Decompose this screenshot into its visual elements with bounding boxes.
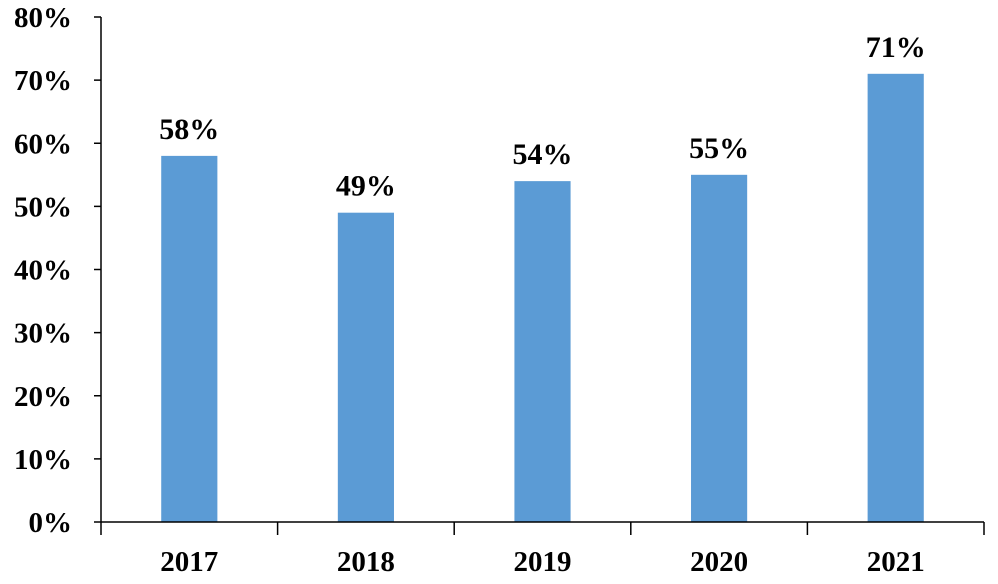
y-tick-label-0: 0% (29, 507, 73, 539)
bar-2017 (161, 155, 218, 523)
y-tick-label-10: 10% (14, 444, 72, 476)
x-tick-label-2019: 2019 (514, 546, 572, 578)
data-label-2017: 58% (159, 113, 219, 146)
bar-2020 (691, 174, 748, 522)
data-label-2019: 54% (513, 138, 573, 171)
x-tick-label-2018: 2018 (337, 546, 395, 578)
y-tick-label-60: 60% (14, 128, 72, 160)
y-tick-label-40: 40% (14, 255, 72, 287)
data-label-2018: 49% (336, 170, 396, 203)
data-label-2021: 71% (866, 31, 926, 64)
bars-layer (161, 73, 924, 523)
x-tick-label-2017: 2017 (160, 546, 218, 578)
labels-layer: 58% 2017 49% 2018 54% 2019 55% 2020 71% 2021 0% 10%… (14, 2, 926, 578)
y-tick-label-30: 30% (14, 318, 72, 350)
x-tick-label-2020: 2020 (690, 546, 748, 578)
y-tick-label-50: 50% (14, 191, 72, 223)
x-tick-label-2021: 2021 (867, 546, 925, 578)
y-tick-label-80: 80% (14, 2, 72, 34)
bar-2018 (337, 212, 394, 522)
axes-layer (94, 16, 985, 535)
y-tick-label-70: 70% (14, 65, 72, 97)
bar-2019 (514, 181, 571, 523)
y-tick-label-20: 20% (14, 381, 72, 413)
bar-2021 (867, 73, 924, 522)
data-label-2020: 55% (689, 132, 749, 165)
